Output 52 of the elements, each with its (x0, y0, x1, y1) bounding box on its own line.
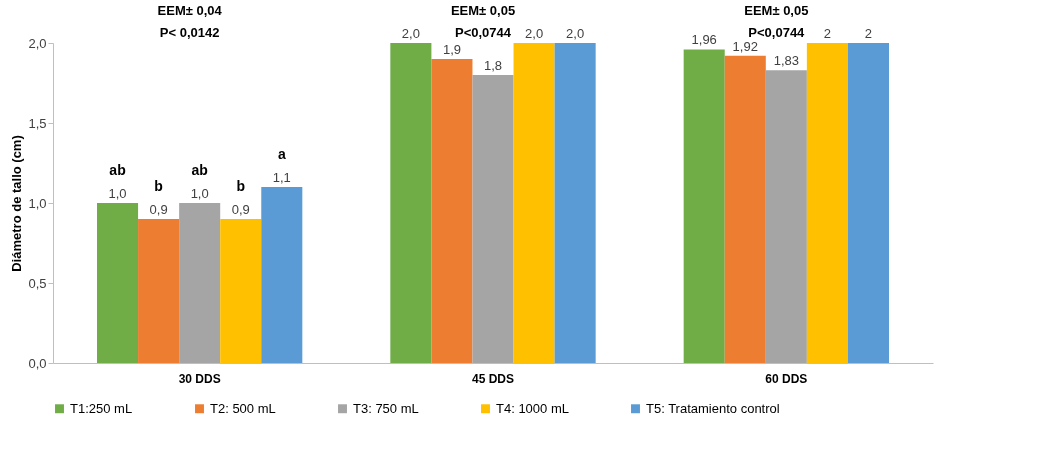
text: EEM± 0,05 P<0,0744 (450, 3, 516, 40)
annotation: ab (191, 162, 208, 178)
data-label: 0,9 (149, 202, 168, 217)
y-tick-label: 1,5 (28, 115, 47, 131)
legend-label: T1:250 mL (70, 400, 133, 416)
legend-label: T4: 1000 mL (496, 400, 569, 416)
bar (138, 219, 180, 363)
annotation: b (154, 178, 163, 194)
bar (261, 187, 303, 363)
bar (390, 43, 432, 363)
y-tick-label: 0,5 (28, 275, 47, 291)
bar (724, 55, 766, 363)
data-label: 1,1 (272, 170, 291, 185)
data-label: 1,92 (732, 38, 758, 54)
text: EEM± 0,05 P<0,0744 (744, 3, 809, 40)
y-axis-title: Diámetro de tallo (cm) (9, 135, 25, 272)
data-label: 1,0 (108, 186, 127, 201)
data-label: 0,9 (231, 202, 250, 217)
legend-label: T2: 500 mL (210, 400, 276, 416)
annotation: a (277, 146, 286, 162)
data-label: 1,96 (691, 32, 717, 48)
data-label: 2 (823, 26, 832, 41)
data-label: 2 (864, 26, 873, 41)
y-tick-label: 2,0 (28, 35, 47, 51)
y-tick-label: 1,0 (28, 195, 47, 211)
annotation: ab (109, 162, 126, 178)
data-label: 2,0 (525, 26, 544, 41)
bar (220, 219, 262, 363)
x-tick-label: 60 DDS (765, 371, 808, 386)
legend-label: T3: 750 mL (353, 400, 419, 416)
bar (179, 203, 221, 363)
data-label: 1,8 (483, 58, 503, 73)
bar (847, 43, 889, 363)
y-tick-label: 0,0 (28, 355, 47, 371)
data-label: 2,0 (566, 26, 585, 41)
data-label: 1,83 (773, 53, 799, 69)
bar (97, 203, 139, 363)
bar (554, 43, 596, 363)
bar (765, 70, 807, 363)
bar (431, 59, 473, 363)
data-label: 1,0 (190, 186, 209, 201)
bar (513, 43, 555, 363)
x-tick-label: 45 DDS (471, 371, 515, 386)
bar (806, 43, 848, 363)
x-tick-label: 30 DDS (178, 371, 221, 386)
annotation: b (236, 178, 246, 194)
legend-label: T5: Tratamiento control (646, 400, 780, 416)
bar (683, 49, 725, 363)
data-label: 1,9 (442, 42, 461, 57)
bar (472, 75, 514, 363)
text: EEM± 0,04 P< 0,0142 (157, 3, 223, 40)
data-label: 2,0 (401, 26, 420, 41)
